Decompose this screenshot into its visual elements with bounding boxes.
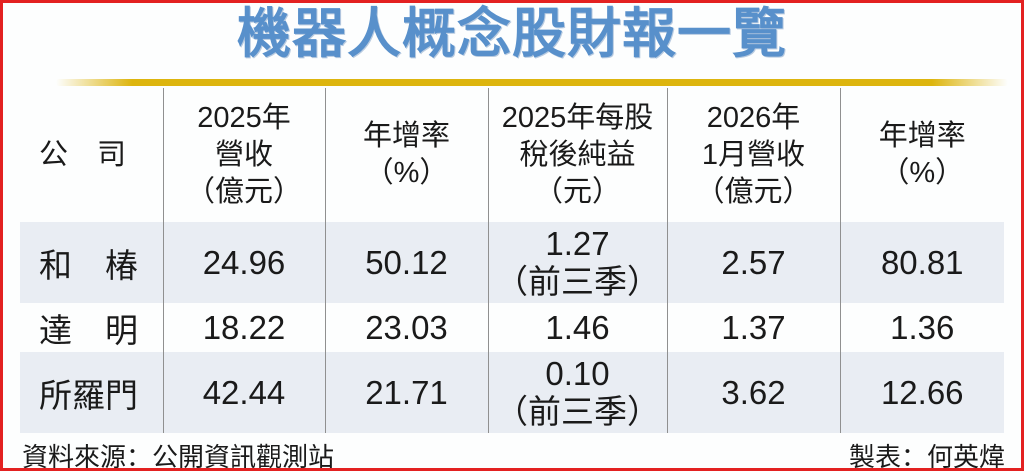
footer: 資料來源：公開資訊觀測站 製表：何英煒 [22, 437, 1005, 471]
gold-divider-line [56, 79, 1008, 86]
eps-value: 0.10 [545, 354, 610, 392]
header-line: 2025年每股 [501, 101, 654, 134]
table-body: 和 椿 24.96 50.12 1.27 （前三季） 2.57 80.81 達 … [20, 222, 1004, 433]
cell-revenue-yoy: 23.03 [325, 303, 489, 352]
header-line: 1月營收 [701, 138, 806, 171]
eps-value: 1.46 [545, 308, 610, 346]
header-line: （億元） [185, 175, 302, 208]
header-jan-yoy: 年增率 （%） [840, 88, 1004, 222]
cell-jan-revenue: 3.62 [667, 352, 841, 433]
cell-eps: 1.27 （前三季） [488, 222, 668, 303]
cell-company: 所羅門 [20, 352, 164, 433]
header-eps-2025: 2025年每股 稅後純益 （元） [488, 88, 668, 222]
table-row-daming: 達 明 18.22 23.03 1.46 1.37 1.36 [20, 303, 1004, 352]
header-company: 公 司 [20, 88, 164, 222]
table-header: 公 司 2025年 營收 （億元） 年增率 （%） 2025年每股 稅後純益 （… [20, 88, 1004, 222]
header-line: 公 司 [39, 138, 127, 171]
header-revenue-2025: 2025年 營收 （億元） [163, 88, 326, 222]
cell-jan-revenue: 2.57 [667, 222, 841, 303]
header-line: 年增率 [362, 120, 450, 152]
cell-eps: 1.46 [488, 303, 668, 352]
table-row-hechun: 和 椿 24.96 50.12 1.27 （前三季） 2.57 80.81 [20, 222, 1004, 303]
cell-revenue-2025: 18.22 [163, 303, 326, 352]
header-line: 2025年 [197, 101, 291, 134]
cell-jan-yoy: 80.81 [880, 243, 964, 281]
cell-revenue-yoy: 21.71 [325, 352, 489, 433]
header-line: （億元） [695, 175, 812, 208]
header-jan-revenue: 2026年 1月營收 （億元） [667, 88, 841, 222]
header-row: 公 司 2025年 營收 （億元） 年增率 （%） 2025年每股 稅後純益 （… [20, 88, 1004, 222]
eps-note: （前三季） [495, 262, 660, 300]
eps-value: 1.27 [545, 224, 610, 262]
financials-table: 公 司 2025年 營收 （億元） 年增率 （%） 2025年每股 稅後純益 （… [20, 88, 1004, 433]
header-line: （%） [364, 157, 449, 189]
header-revenue-yoy: 年增率 （%） [325, 88, 489, 222]
header-line: （元） [533, 175, 621, 208]
page-title: 機器人概念股財報一覽 [237, 4, 787, 64]
header-line: （%） [880, 157, 965, 189]
header-line: 年增率 [878, 120, 966, 152]
header-line: 稅後純益 [519, 138, 636, 171]
cell-eps: 0.10 （前三季） [488, 352, 668, 433]
eps-note: （前三季） [495, 392, 660, 430]
cell-jan-yoy: 1.36 [890, 308, 955, 346]
table-row-solomon: 所羅門 42.44 21.71 0.10 （前三季） 3.62 12.66 [20, 352, 1004, 433]
header-line: 2026年 [706, 101, 801, 134]
cell-jan-yoy: 12.66 [880, 373, 964, 411]
header-line: 營收 [214, 138, 273, 171]
cell-revenue-yoy: 50.12 [325, 222, 489, 303]
cell-jan-revenue: 1.37 [667, 303, 841, 352]
source-note: 資料來源：公開資訊觀測站 [22, 442, 335, 471]
cell-revenue-2025: 42.44 [163, 352, 326, 433]
credit-note: 製表：何英煒 [848, 442, 1005, 471]
cell-revenue-2025: 24.96 [163, 222, 326, 303]
cell-company: 和 椿 [20, 222, 164, 303]
cell-company: 達 明 [20, 303, 164, 352]
